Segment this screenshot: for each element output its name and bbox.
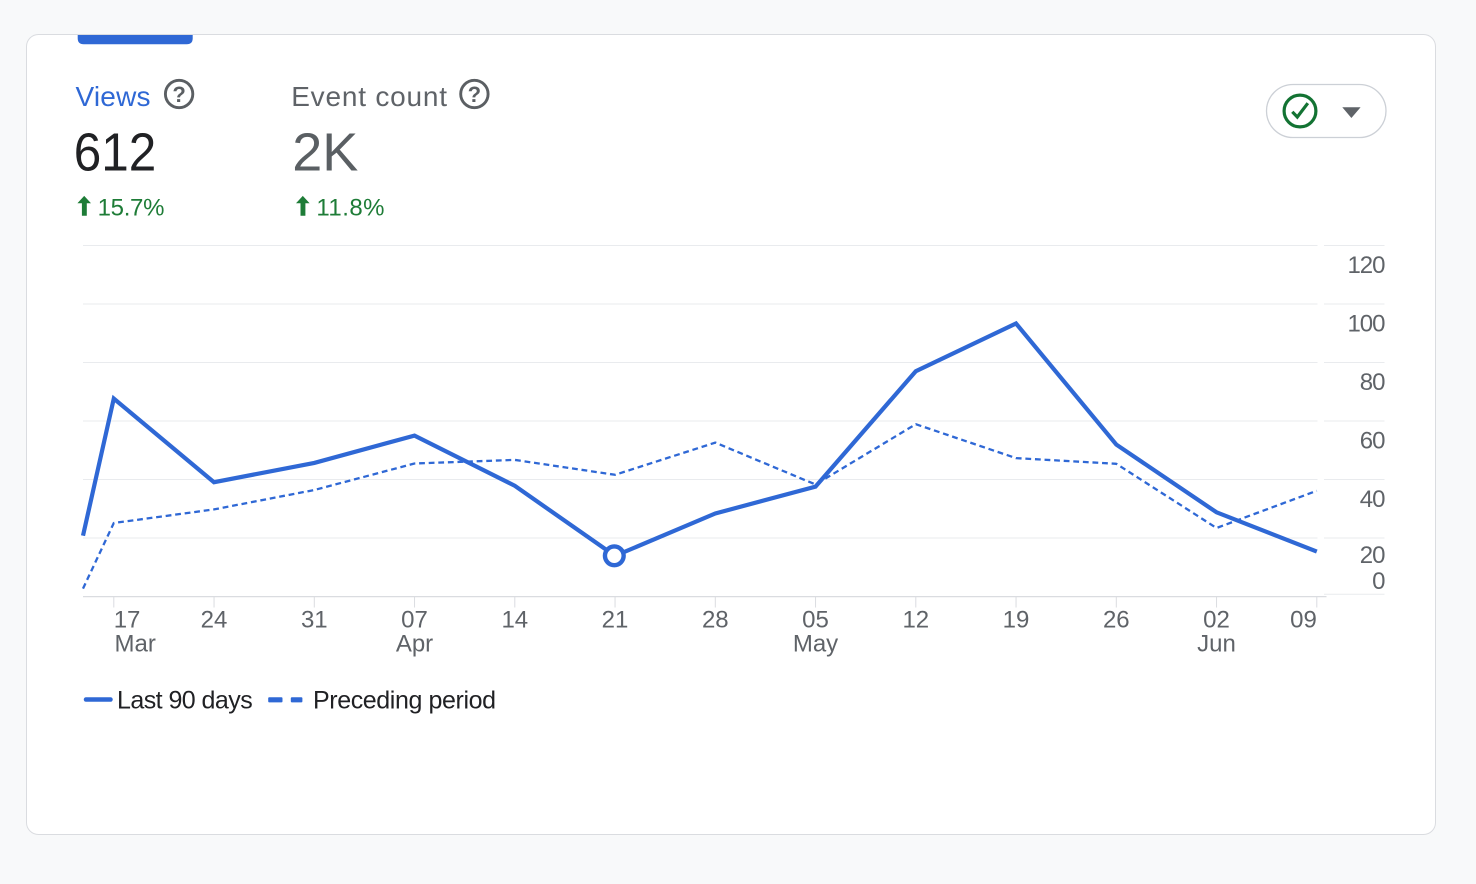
svg-text:100: 100 (1347, 311, 1385, 338)
svg-text:40: 40 (1360, 486, 1385, 513)
svg-text:11.8%: 11.8% (316, 195, 385, 222)
svg-text:20: 20 (1360, 542, 1385, 569)
svg-text:Apr: Apr (396, 631, 433, 658)
svg-text:05: 05 (802, 607, 829, 634)
svg-text:24: 24 (201, 607, 228, 634)
svg-text:May: May (793, 631, 838, 658)
svg-text:15.7%: 15.7% (98, 195, 165, 222)
svg-text:?: ? (172, 82, 185, 107)
svg-text:12: 12 (902, 607, 929, 634)
svg-text:Event count: Event count (291, 81, 448, 112)
svg-text:26: 26 (1103, 607, 1130, 634)
svg-text:Preceding period: Preceding period (313, 687, 496, 715)
svg-text:Mar: Mar (115, 631, 156, 658)
svg-text:09: 09 (1290, 607, 1317, 634)
svg-text:Jun: Jun (1197, 631, 1236, 658)
svg-text:19: 19 (1003, 607, 1030, 634)
svg-text:60: 60 (1360, 428, 1385, 455)
svg-text:Views: Views (76, 81, 151, 112)
svg-text:21: 21 (602, 607, 629, 634)
svg-text:2K: 2K (292, 123, 358, 183)
svg-text:14: 14 (501, 607, 528, 634)
svg-text:Last 90 days: Last 90 days (117, 687, 252, 715)
svg-text:31: 31 (301, 607, 328, 634)
svg-text:0: 0 (1372, 568, 1385, 595)
svg-text:80: 80 (1360, 369, 1385, 396)
svg-text:120: 120 (1347, 252, 1385, 279)
svg-text:02: 02 (1203, 607, 1230, 634)
svg-text:28: 28 (702, 607, 729, 634)
svg-text:612: 612 (74, 122, 157, 182)
svg-text:17: 17 (114, 607, 141, 634)
svg-text:07: 07 (401, 607, 428, 634)
svg-text:?: ? (468, 82, 481, 107)
